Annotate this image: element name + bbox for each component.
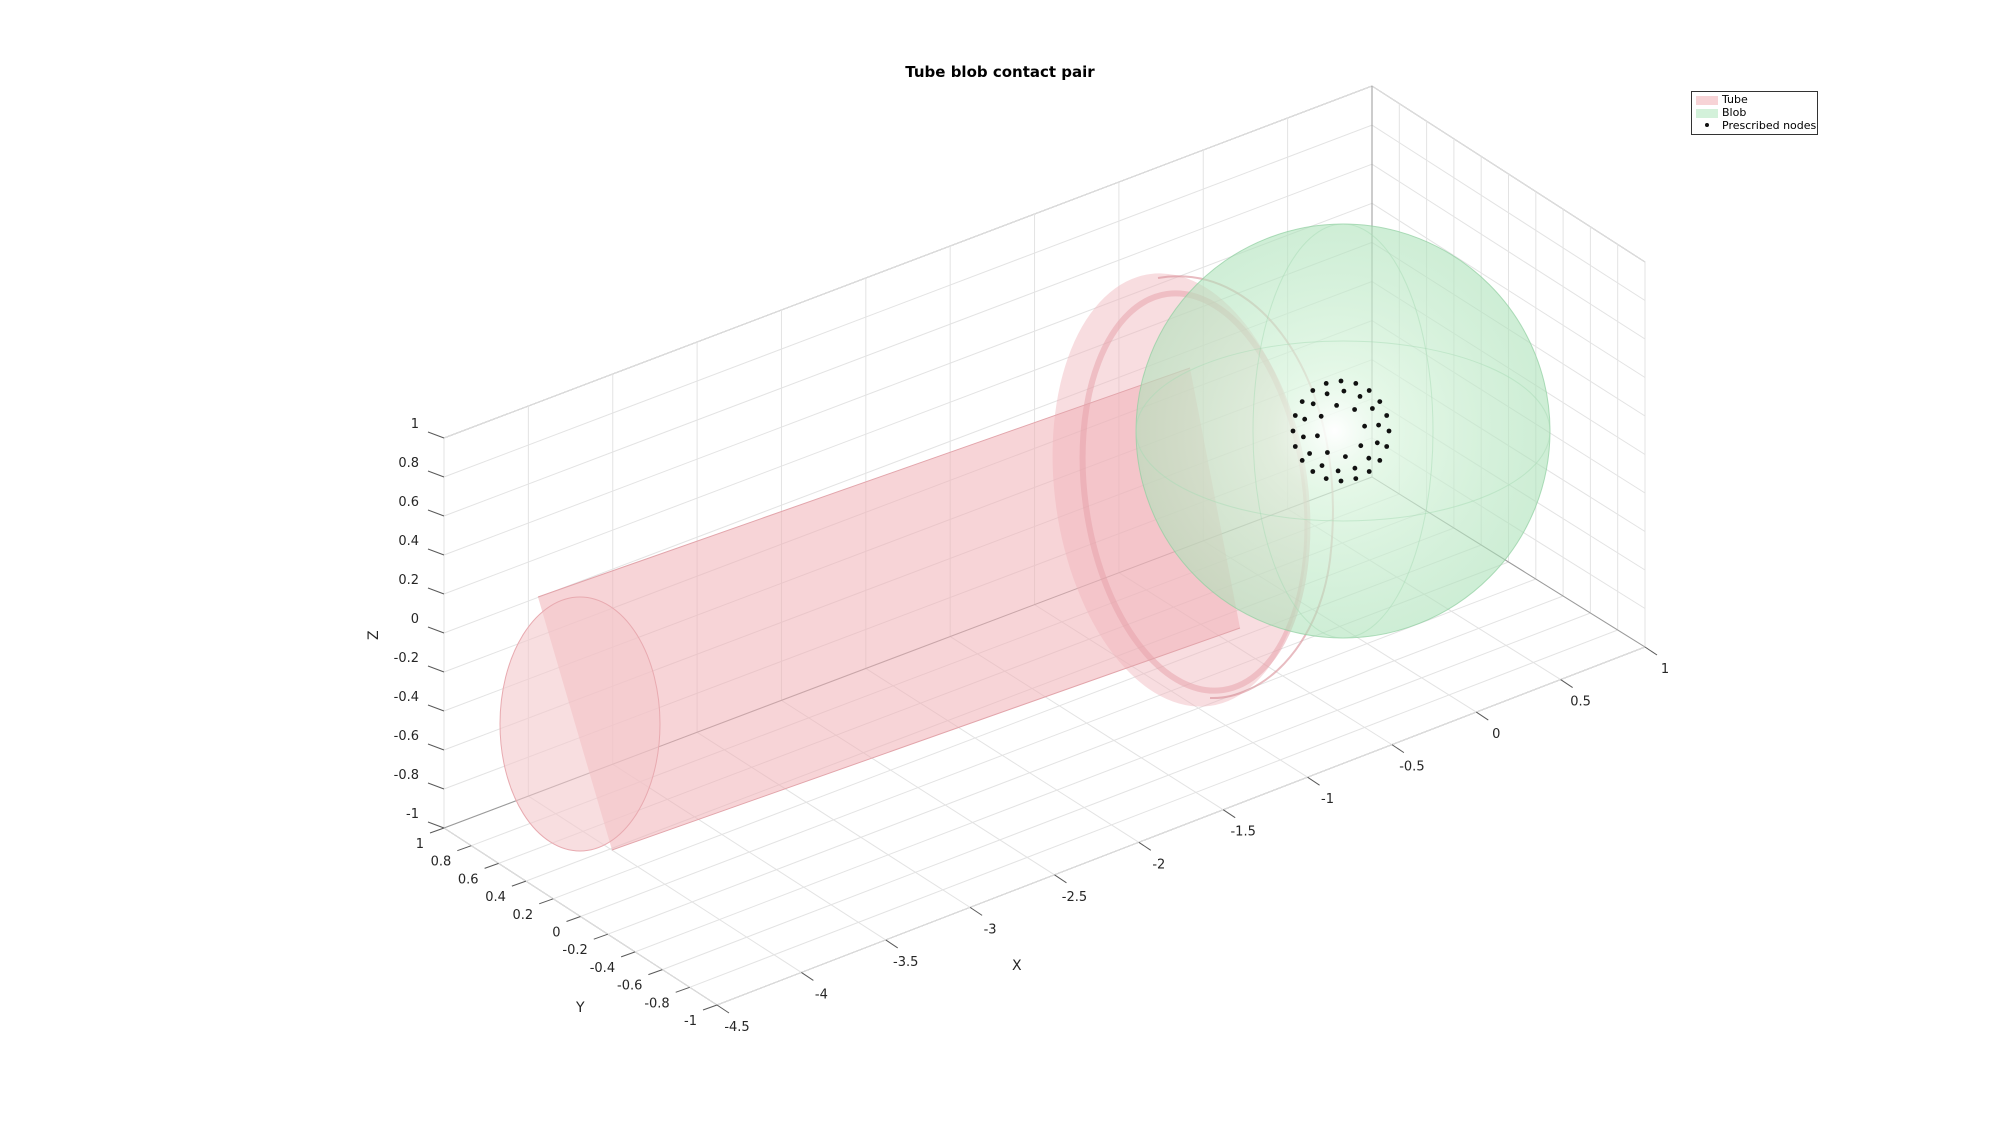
y-tick-label: 0.6 [458, 872, 479, 887]
x-tick-label: -3.5 [893, 955, 918, 970]
prescribed-node [1377, 458, 1383, 463]
prescribed-node [1358, 443, 1364, 449]
prescribed-node [1376, 422, 1381, 428]
prescribed-node [1310, 388, 1316, 393]
prescribed-node [1319, 463, 1325, 468]
x-tick-label: -2 [1152, 857, 1165, 872]
z-tick-label: 1 [411, 417, 419, 432]
prescribed-node [1323, 476, 1329, 481]
x-tick-label: 1 [1661, 662, 1669, 677]
x-axis-label: X [1012, 958, 1022, 974]
x-axis-ticks: -4.5 -4 -3.5 -3 -2.5 -2 -1.5 -1 -0.5 0 0.5 1 [716, 646, 1669, 1035]
prescribed-node [1362, 423, 1367, 429]
prescribed-node [1292, 413, 1298, 418]
x-tick-label: -2.5 [1062, 890, 1087, 905]
prescribed-node [1310, 401, 1316, 407]
legend-item-tube: Tube [1694, 93, 1814, 106]
legend: Tube Blob Prescribed nodes [1691, 91, 1818, 135]
x-tick-label: 0 [1492, 727, 1500, 742]
prescribed-node [1352, 465, 1358, 471]
prescribed-node [1377, 399, 1383, 404]
prescribed-node [1299, 458, 1305, 463]
x-tick-label: -1.5 [1230, 825, 1255, 840]
y-tick-label: -1 [684, 1014, 697, 1029]
chart-title: Tube blob contact pair [905, 63, 1095, 81]
prescribed-node [1374, 440, 1380, 446]
blob-surface [1135, 223, 1551, 639]
prescribed-node [1353, 476, 1359, 481]
y-tick-label: 0 [552, 926, 560, 941]
prescribed-node [1341, 388, 1347, 394]
z-tick-label: -0.8 [394, 768, 419, 783]
prescribed-node [1338, 378, 1344, 384]
y-tick-label: 1 [416, 837, 424, 852]
x-tick-label: -4 [815, 987, 828, 1002]
prescribed-node [1366, 455, 1372, 461]
prescribed-node [1290, 428, 1296, 434]
legend-label: Blob [1722, 106, 1747, 119]
y-axis-label: Y [575, 1000, 585, 1016]
node-marker [1705, 123, 1709, 127]
z-tick-label: -0.4 [394, 690, 419, 705]
prescribed-node [1302, 416, 1308, 422]
legend-item-prescribed-nodes: Prescribed nodes [1694, 119, 1817, 132]
prescribed-node [1299, 399, 1305, 404]
y-tick-label: 0.2 [513, 908, 534, 923]
z-tick-label: 0.8 [398, 456, 419, 471]
blob-swatch [1696, 109, 1718, 118]
x-tick-label: -3 [984, 922, 997, 937]
x-tick-label: -1 [1321, 792, 1334, 807]
z-tick-label: -0.2 [394, 651, 419, 666]
prescribed-node [1353, 381, 1359, 386]
x-tick-label: -4.5 [724, 1020, 749, 1035]
prescribed-node [1334, 403, 1339, 408]
prescribed-node [1335, 468, 1341, 474]
z-axis-label: Z [366, 630, 382, 640]
prescribed-node [1292, 444, 1298, 449]
x-tick-label: 0.5 [1570, 695, 1591, 710]
prescribed-node [1307, 451, 1312, 456]
prescribed-node [1370, 406, 1375, 411]
y-tick-label: -0.2 [562, 943, 587, 958]
z-tick-label: 0.6 [398, 495, 419, 510]
z-tick-label: 0.4 [398, 534, 419, 549]
legend-label: Prescribed nodes [1722, 119, 1817, 132]
prescribed-node [1366, 469, 1372, 474]
z-axis-ticks: -1 -0.8 -0.6 -0.4 -0.2 0 0.2 0.4 0.6 0.8 1 [394, 417, 445, 829]
z-tick-label: -0.6 [394, 729, 419, 744]
z-tick-label: -1 [406, 807, 419, 822]
z-tick-label: 0 [411, 612, 419, 627]
prescribed-node [1323, 381, 1329, 386]
legend-item-blob: Blob [1694, 106, 1814, 119]
prescribed-node [1315, 433, 1320, 439]
prescribed-node [1384, 444, 1390, 449]
prescribed-node [1386, 428, 1392, 434]
prescribed-node [1384, 413, 1390, 418]
prescribed-node [1343, 454, 1348, 459]
y-tick-label: -0.8 [644, 996, 669, 1011]
prescribed-node [1324, 391, 1330, 397]
prescribed-node [1366, 388, 1372, 393]
prescribed-node [1338, 478, 1344, 484]
prescribed-node [1318, 413, 1324, 419]
prescribed-node [1357, 394, 1363, 399]
y-axis-ticks: -1 -0.8-0.6-0.4-0.20 0.2 0.4 0.6 0.8 1 [416, 827, 718, 1029]
prescribed-node [1301, 434, 1306, 440]
prescribed-nodes [1290, 378, 1392, 484]
y-tick-label: -0.4 [590, 961, 615, 976]
x-tick-label: -0.5 [1399, 760, 1424, 775]
y-tick-label: 0.8 [431, 855, 452, 870]
y-tick-label: -0.6 [617, 979, 642, 994]
z-tick-label: 0.2 [398, 573, 419, 588]
prescribed-node [1310, 469, 1316, 474]
tube-swatch [1696, 96, 1718, 105]
legend-label: Tube [1722, 93, 1748, 106]
prescribed-node [1352, 407, 1357, 412]
prescribed-node [1325, 450, 1330, 455]
y-tick-label: 0.4 [485, 890, 506, 905]
